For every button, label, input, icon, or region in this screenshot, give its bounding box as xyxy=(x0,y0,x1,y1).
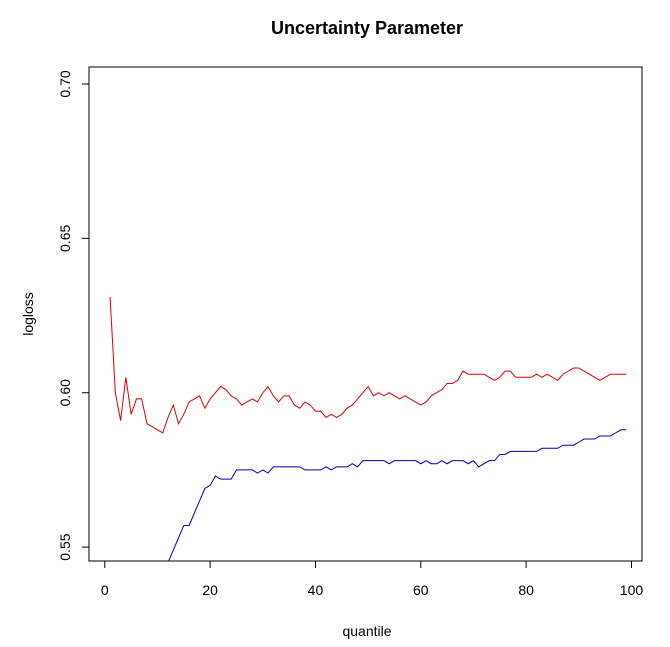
y-tick-label: 0.55 xyxy=(57,533,73,560)
x-tick-label: 20 xyxy=(202,582,218,598)
series-line-1 xyxy=(109,296,627,434)
plot-frame xyxy=(88,66,643,562)
y-tick-label: 0.70 xyxy=(57,70,73,97)
chart-title: Uncertainty Parameter xyxy=(271,18,463,38)
x-tick-label: 80 xyxy=(518,582,534,598)
x-axis-label: quantile xyxy=(342,623,391,639)
x-tick-label: 40 xyxy=(308,582,324,598)
y-tick-label: 0.60 xyxy=(57,379,73,406)
y-tick-label: 0.65 xyxy=(57,225,73,252)
series-line-2 xyxy=(168,429,627,561)
x-axis: 0 20 40 60 80 100 xyxy=(101,560,644,598)
x-tick-label: 60 xyxy=(413,582,429,598)
y-axis-label: logloss xyxy=(20,292,36,336)
series-layer xyxy=(109,296,627,561)
x-tick-label: 0 xyxy=(101,582,109,598)
x-tick-label: 100 xyxy=(620,582,644,598)
y-axis: 0.55 0.60 0.65 0.70 xyxy=(57,70,90,561)
